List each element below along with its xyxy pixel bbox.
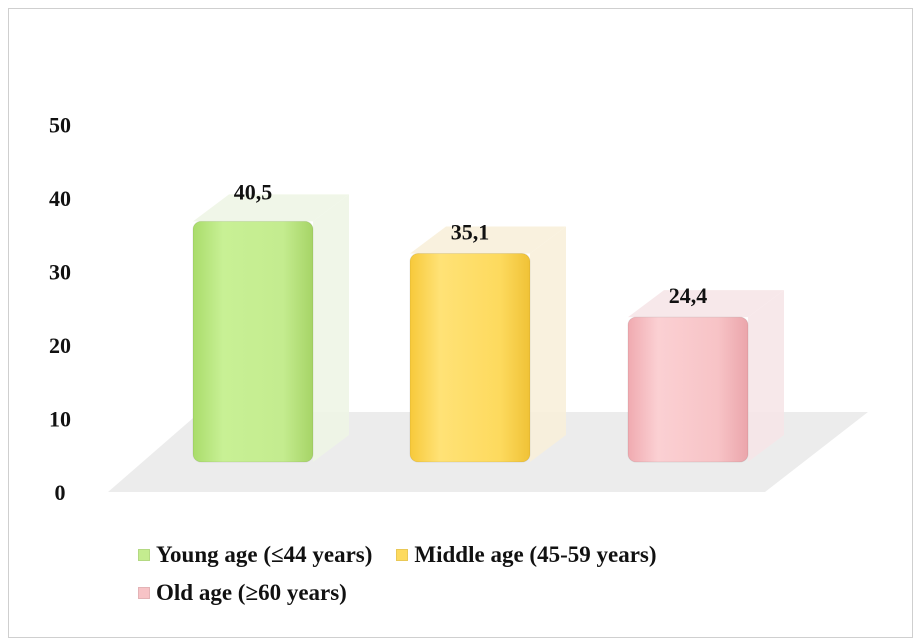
y-tick-30: 30 — [49, 260, 71, 285]
legend-row-2: Old age (≥60 years) — [138, 574, 838, 612]
data-label-young: 40,5 — [234, 179, 273, 204]
legend-swatch-young — [138, 549, 150, 561]
bar-side-young — [313, 194, 349, 462]
legend: Young age (≤44 years) Middle age (45-59 … — [138, 536, 838, 612]
bar-side-old — [748, 290, 784, 462]
bar-side-middle — [530, 226, 566, 462]
legend-item-young: Young age (≤44 years) — [138, 542, 372, 568]
bar-top-young — [193, 194, 349, 222]
y-tick-50: 50 — [49, 113, 71, 138]
data-label-middle: 35,1 — [451, 220, 490, 245]
y-axis: 0 10 20 30 40 50 — [49, 113, 71, 506]
bar-young — [192, 220, 314, 463]
legend-row-1: Young age (≤44 years) Middle age (45-59 … — [138, 536, 838, 574]
bars-group: 40,5 35,1 24,4 — [192, 179, 784, 463]
y-tick-10: 10 — [49, 407, 71, 432]
bar-top-middle — [410, 226, 566, 254]
legend-swatch-old — [138, 587, 150, 599]
legend-swatch-middle — [396, 549, 409, 561]
y-tick-20: 20 — [49, 333, 71, 358]
legend-label-old: Old age (≥60 years) — [156, 580, 347, 605]
legend-label-young: Young age (≤44 years) — [156, 542, 373, 567]
bar-middle — [409, 253, 531, 463]
y-tick-0: 0 — [55, 480, 66, 505]
legend-item-middle: Middle age (45-59 years) — [396, 542, 657, 568]
bar-top-old — [628, 290, 784, 318]
bar-old — [627, 316, 749, 463]
y-tick-40: 40 — [49, 186, 71, 211]
legend-label-middle: Middle age (45-59 years) — [414, 542, 657, 567]
data-label-old: 24,4 — [669, 283, 708, 308]
legend-item-old: Old age (≥60 years) — [138, 580, 347, 606]
